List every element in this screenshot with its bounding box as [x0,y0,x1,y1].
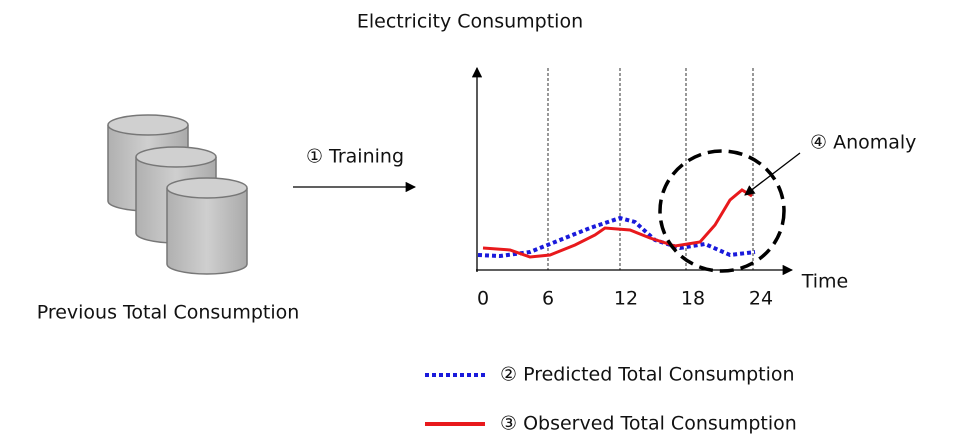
legend-label: ③ Observed Total Consumption [500,413,797,435]
x-tick-label: 0 [477,288,489,310]
x-tick-label: 12 [614,288,638,310]
anomaly-label: ④ Anomaly [810,132,916,154]
predicted-curve [477,215,756,259]
x-axis-label: Time [801,271,849,293]
observed-curve [482,188,753,259]
chart-title: Electricity Consumption [357,11,583,33]
guide-lines [547,68,754,270]
x-tick-label: 18 [681,288,705,310]
databases [107,114,248,275]
legend-label: ② Predicted Total Consumption [500,364,795,386]
source-label: Previous Total Consumption [37,302,300,324]
x-tick-label: 24 [749,288,773,310]
anomaly-arrow [744,152,801,196]
anomaly-circle [658,149,786,273]
training-label: ① Training [306,146,404,168]
x-tick-label: 6 [542,288,554,310]
